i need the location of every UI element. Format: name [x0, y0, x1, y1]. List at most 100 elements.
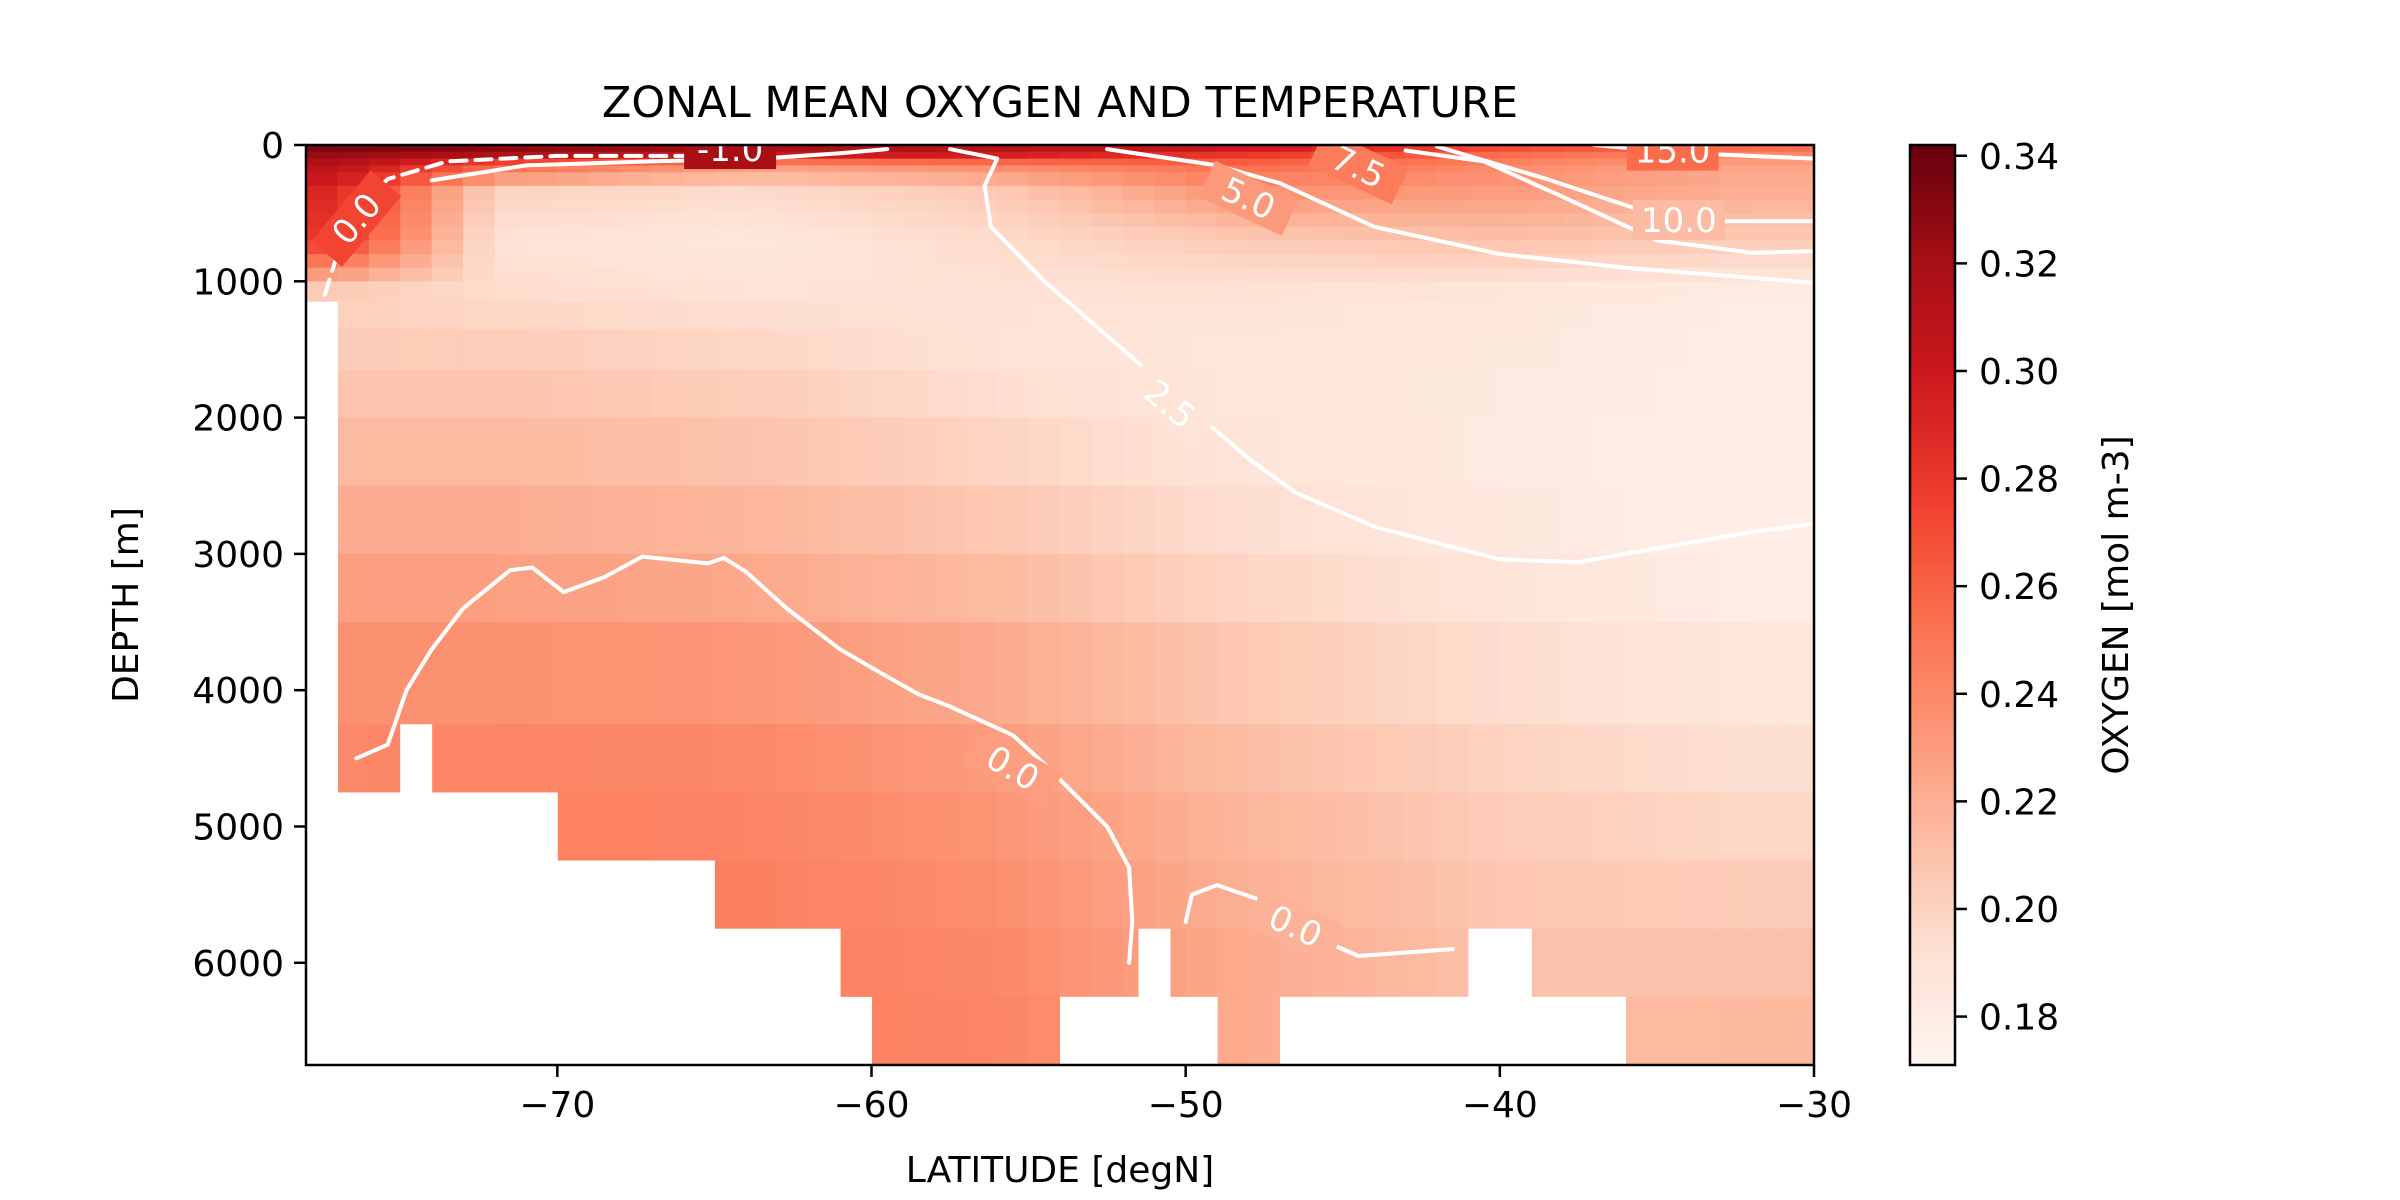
bathymetry-block: [337, 792, 401, 1065]
heatmap-cell: [1562, 792, 1595, 862]
heatmap-cell: [1405, 172, 1438, 187]
heatmap-cell: [683, 213, 716, 228]
y-tick-label: 4000: [192, 671, 284, 712]
heatmap-cell: [1782, 622, 1814, 725]
colorbar-frame: [1908, 143, 1957, 1067]
heatmap-cell: [1311, 281, 1344, 303]
heatmap-cell: [1499, 213, 1532, 228]
heatmap-cell: [1122, 145, 1155, 153]
heatmap-cell: [1499, 281, 1532, 303]
heatmap-cell: [1405, 417, 1438, 487]
colorbar-tick-label: 0.22: [1979, 782, 2059, 823]
heatmap-cell: [557, 240, 590, 255]
heatmap-cell: [525, 329, 558, 371]
heatmap-cell: [620, 792, 653, 862]
heatmap-cell: [808, 240, 841, 255]
heatmap-cell: [494, 485, 527, 555]
heatmap-cell: [777, 226, 810, 242]
heatmap-cell: [1437, 417, 1470, 487]
heatmap-cell: [620, 622, 653, 725]
heatmap-cell: [1405, 724, 1438, 794]
heatmap-cell: [1751, 485, 1784, 555]
heatmap-cell: [1311, 226, 1344, 242]
heatmap-cell: [1405, 158, 1438, 167]
heatmap-cell: [840, 417, 873, 487]
heatmap-cell: [1437, 165, 1470, 173]
heatmap-cell: [463, 485, 496, 555]
heatmap-cell: [463, 267, 496, 282]
heatmap-cell: [1154, 165, 1187, 173]
heatmap-cell: [494, 281, 527, 303]
heatmap-cell: [1060, 254, 1093, 269]
heatmap-cell: [1499, 369, 1532, 419]
heatmap-cell: [400, 267, 433, 282]
heatmap-cell: [620, 185, 653, 201]
heatmap-cell: [1122, 267, 1155, 282]
heatmap-cell: [871, 417, 904, 487]
heatmap-cell: [934, 281, 967, 303]
heatmap-cell: [1437, 553, 1470, 623]
heatmap-cell: [431, 145, 464, 153]
heatmap-cell: [902, 792, 935, 862]
heatmap-cell: [1562, 928, 1595, 998]
heatmap-cell: [306, 158, 339, 167]
heatmap-cell: [620, 145, 653, 153]
heatmap-cell: [337, 281, 370, 303]
heatmap-cell: [1060, 151, 1093, 160]
heatmap-cell: [1594, 165, 1627, 173]
heatmap-cell: [840, 792, 873, 862]
heatmap-cell: [902, 172, 935, 187]
heatmap-cell: [871, 254, 904, 269]
heatmap-cell: [1594, 158, 1627, 167]
heatmap-cell: [368, 158, 401, 167]
heatmap-cell: [1342, 301, 1375, 330]
heatmap-cell: [871, 172, 904, 187]
heatmap-cell: [840, 145, 873, 153]
heatmap-cell: [1028, 199, 1061, 214]
heatmap-cell: [1751, 226, 1784, 242]
heatmap-cell: [745, 199, 778, 214]
heatmap-cell: [557, 369, 590, 419]
heatmap-cell: [902, 213, 935, 228]
heatmap-cell: [934, 240, 967, 255]
heatmap-cell: [1342, 928, 1375, 998]
heatmap-cell: [1374, 267, 1407, 282]
heatmap-cell: [1311, 369, 1344, 419]
heatmap-cell: [840, 369, 873, 419]
heatmap-cell: [306, 254, 339, 269]
heatmap-cell: [777, 281, 810, 303]
heatmap-cell: [1656, 281, 1689, 303]
heatmap-cell: [494, 158, 527, 167]
bathymetry-block: [1138, 928, 1171, 1065]
heatmap-cell: [965, 329, 998, 371]
bathymetry-mask: [306, 301, 1626, 1065]
heatmap-cell: [1217, 240, 1250, 255]
heatmap-cell: [1185, 329, 1218, 371]
heatmap-cell: [1531, 267, 1564, 282]
heatmap-cell: [1154, 267, 1187, 282]
heatmap-cell: [588, 329, 621, 371]
heatmap-cell: [997, 281, 1030, 303]
heatmap-cell: [368, 240, 401, 255]
heatmap-cell: [1751, 724, 1784, 794]
heatmap-cell: [1091, 485, 1124, 555]
colorbar-tick-label: 0.28: [1979, 460, 2059, 501]
heatmap-cell: [902, 553, 935, 623]
heatmap-cell: [1122, 724, 1155, 794]
heatmap-cell: [1279, 329, 1312, 371]
heatmap-cell: [777, 485, 810, 555]
heatmap-cell: [683, 622, 716, 725]
heatmap-cell: [1342, 622, 1375, 725]
heatmap-cell: [1217, 724, 1250, 794]
colorbar-tick-label: 0.18: [1979, 998, 2059, 1039]
heatmap-cell: [934, 485, 967, 555]
heatmap-cell: [1154, 213, 1187, 228]
x-axis-label: LATITUDE [degN]: [906, 1150, 1214, 1191]
heatmap-cell: [1185, 151, 1218, 160]
heatmap-cell: [525, 185, 558, 201]
heatmap-cell: [1311, 724, 1344, 794]
heatmap-cell: [1751, 165, 1784, 173]
heatmap-cell: [1499, 226, 1532, 242]
heatmap-cell: [1122, 485, 1155, 555]
colorbar-ticks: 0.18 0.20 0.22 0.24 0.26 0.28 0.30 0.32 0.34: [1955, 137, 2059, 1039]
